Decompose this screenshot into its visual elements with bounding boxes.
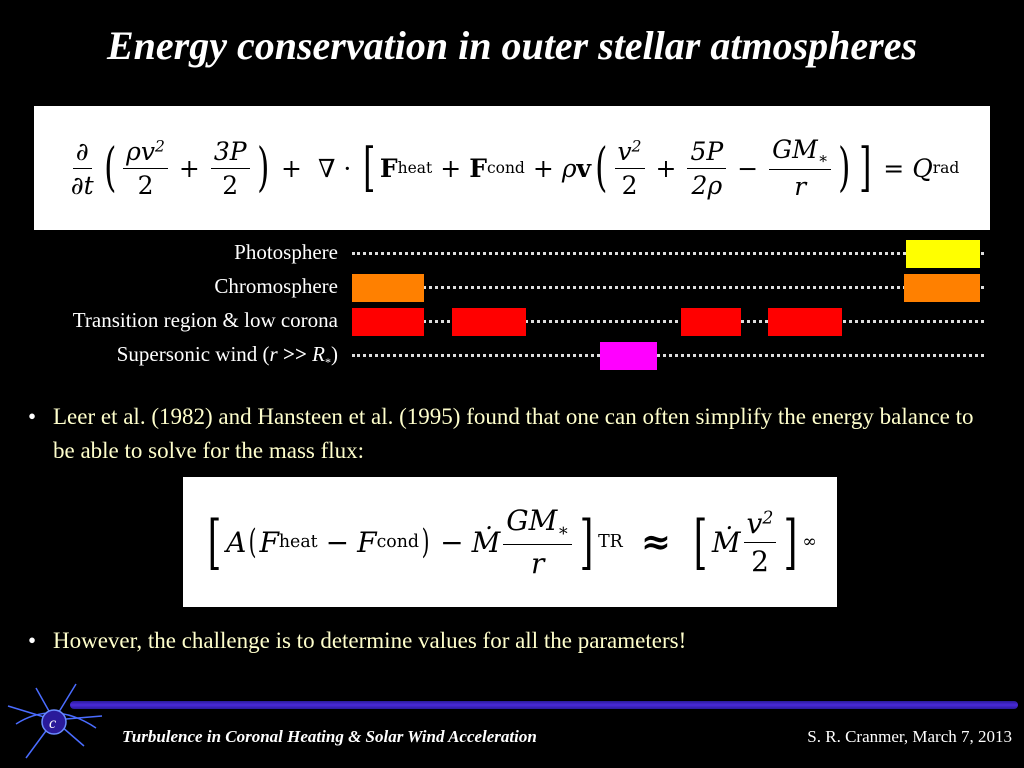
transition-bar — [681, 308, 741, 336]
approx-symbol: ≈ — [640, 521, 671, 563]
row-transition-region: Transition region & low corona — [0, 306, 1024, 336]
footer-divider — [70, 701, 1018, 709]
row-label: Transition region & low corona — [72, 308, 338, 332]
dotted-line — [352, 320, 984, 323]
chromosphere-bar — [352, 274, 424, 302]
row-label: Chromosphere — [214, 274, 338, 298]
divergence-operator: ∇ · — [318, 153, 352, 183]
dotted-line — [352, 286, 984, 289]
cfa-logo-icon: c — [7, 683, 103, 759]
slide-title: Energy conservation in outer stellar atm… — [106, 23, 918, 68]
footer-talk-title: Turbulence in Coronal Heating & Solar Wi… — [122, 727, 537, 746]
transition-bar — [352, 308, 424, 336]
photosphere-bar — [906, 240, 980, 268]
row-chromosphere: Chromosphere — [0, 272, 1024, 302]
row-photosphere: Photosphere — [0, 238, 1024, 268]
row-supersonic-wind: Supersonic wind (r >> R*) — [0, 340, 1024, 370]
footer-author-date: S. R. Cranmer, March 7, 2013 — [807, 727, 1012, 746]
dotted-line — [352, 252, 984, 255]
transition-bar — [768, 308, 842, 336]
chromosphere-bar — [904, 274, 980, 302]
dotted-line — [352, 354, 984, 357]
wind-bar — [600, 342, 657, 370]
transition-bar — [452, 308, 526, 336]
row-label: Photosphere — [234, 240, 338, 264]
partial-time-derivative: ∂ ∂t — [70, 136, 94, 200]
row-label: Supersonic wind (r >> R*) — [116, 342, 338, 370]
svg-text:c: c — [49, 715, 56, 732]
